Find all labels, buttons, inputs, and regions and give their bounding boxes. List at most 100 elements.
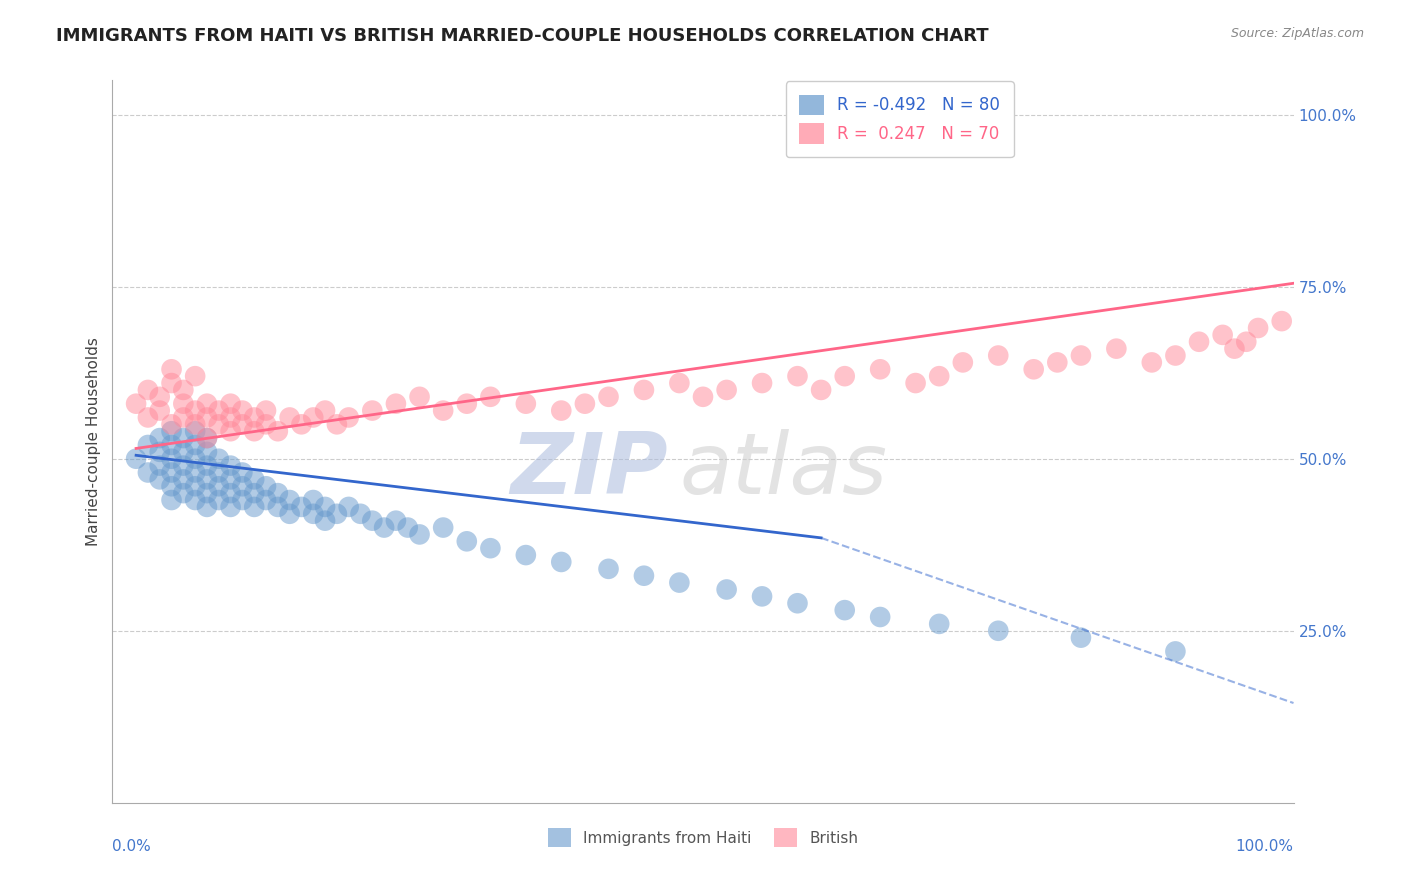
Point xyxy=(172,431,194,445)
Point xyxy=(278,493,301,508)
Point xyxy=(195,486,218,500)
Point xyxy=(160,493,183,508)
Point xyxy=(1022,362,1045,376)
Point xyxy=(1105,342,1128,356)
Point xyxy=(136,438,159,452)
Point xyxy=(184,451,207,466)
Point xyxy=(314,514,336,528)
Point xyxy=(243,424,266,438)
Point xyxy=(361,403,384,417)
Point xyxy=(373,520,395,534)
Point xyxy=(195,500,218,514)
Point xyxy=(633,383,655,397)
Point xyxy=(786,369,808,384)
Point xyxy=(172,397,194,411)
Point xyxy=(1188,334,1211,349)
Text: 0.0%: 0.0% xyxy=(112,838,152,854)
Point xyxy=(219,486,242,500)
Point xyxy=(668,575,690,590)
Point xyxy=(1212,327,1234,342)
Point xyxy=(1164,644,1187,658)
Point xyxy=(408,390,430,404)
Point xyxy=(928,616,950,631)
Point xyxy=(125,451,148,466)
Point xyxy=(810,383,832,397)
Point xyxy=(598,390,620,404)
Point xyxy=(149,458,172,473)
Point xyxy=(172,410,194,425)
Point xyxy=(1271,314,1294,328)
Point xyxy=(1070,631,1092,645)
Point xyxy=(160,376,183,390)
Point xyxy=(432,403,454,417)
Point xyxy=(195,458,218,473)
Point xyxy=(254,403,277,417)
Y-axis label: Married-couple Households: Married-couple Households xyxy=(86,337,101,546)
Point xyxy=(1223,342,1246,356)
Point xyxy=(1164,349,1187,363)
Point xyxy=(184,466,207,480)
Point xyxy=(598,562,620,576)
Point xyxy=(208,466,231,480)
Point xyxy=(184,493,207,508)
Point xyxy=(834,603,856,617)
Point xyxy=(987,349,1010,363)
Point xyxy=(278,410,301,425)
Point xyxy=(172,445,194,459)
Text: IMMIGRANTS FROM HAITI VS BRITISH MARRIED-COUPLE HOUSEHOLDS CORRELATION CHART: IMMIGRANTS FROM HAITI VS BRITISH MARRIED… xyxy=(56,27,988,45)
Point xyxy=(149,472,172,486)
Text: ZIP: ZIP xyxy=(510,429,668,512)
Point xyxy=(219,410,242,425)
Point xyxy=(904,376,927,390)
Point xyxy=(337,500,360,514)
Point xyxy=(456,397,478,411)
Point xyxy=(278,507,301,521)
Point xyxy=(149,431,172,445)
Point xyxy=(149,445,172,459)
Point xyxy=(786,596,808,610)
Point xyxy=(184,417,207,432)
Point xyxy=(184,424,207,438)
Point xyxy=(243,500,266,514)
Point xyxy=(1234,334,1257,349)
Point xyxy=(243,486,266,500)
Point xyxy=(195,472,218,486)
Point xyxy=(633,568,655,582)
Point xyxy=(574,397,596,411)
Point xyxy=(550,403,572,417)
Text: Source: ZipAtlas.com: Source: ZipAtlas.com xyxy=(1230,27,1364,40)
Point xyxy=(515,548,537,562)
Point xyxy=(231,466,253,480)
Point xyxy=(302,507,325,521)
Point xyxy=(869,610,891,624)
Point xyxy=(385,514,408,528)
Point xyxy=(219,500,242,514)
Point xyxy=(231,403,253,417)
Point xyxy=(290,417,312,432)
Point xyxy=(160,424,183,438)
Point xyxy=(869,362,891,376)
Point xyxy=(668,376,690,390)
Point xyxy=(136,383,159,397)
Point xyxy=(254,417,277,432)
Point xyxy=(432,520,454,534)
Point xyxy=(987,624,1010,638)
Point xyxy=(160,438,183,452)
Point xyxy=(184,438,207,452)
Point xyxy=(219,472,242,486)
Point xyxy=(160,451,183,466)
Point xyxy=(408,527,430,541)
Point xyxy=(136,466,159,480)
Point xyxy=(751,376,773,390)
Point xyxy=(479,390,502,404)
Point xyxy=(243,472,266,486)
Point xyxy=(184,479,207,493)
Point xyxy=(160,479,183,493)
Point xyxy=(208,479,231,493)
Point xyxy=(928,369,950,384)
Point xyxy=(314,403,336,417)
Point xyxy=(254,479,277,493)
Point xyxy=(149,403,172,417)
Point xyxy=(243,410,266,425)
Point xyxy=(396,520,419,534)
